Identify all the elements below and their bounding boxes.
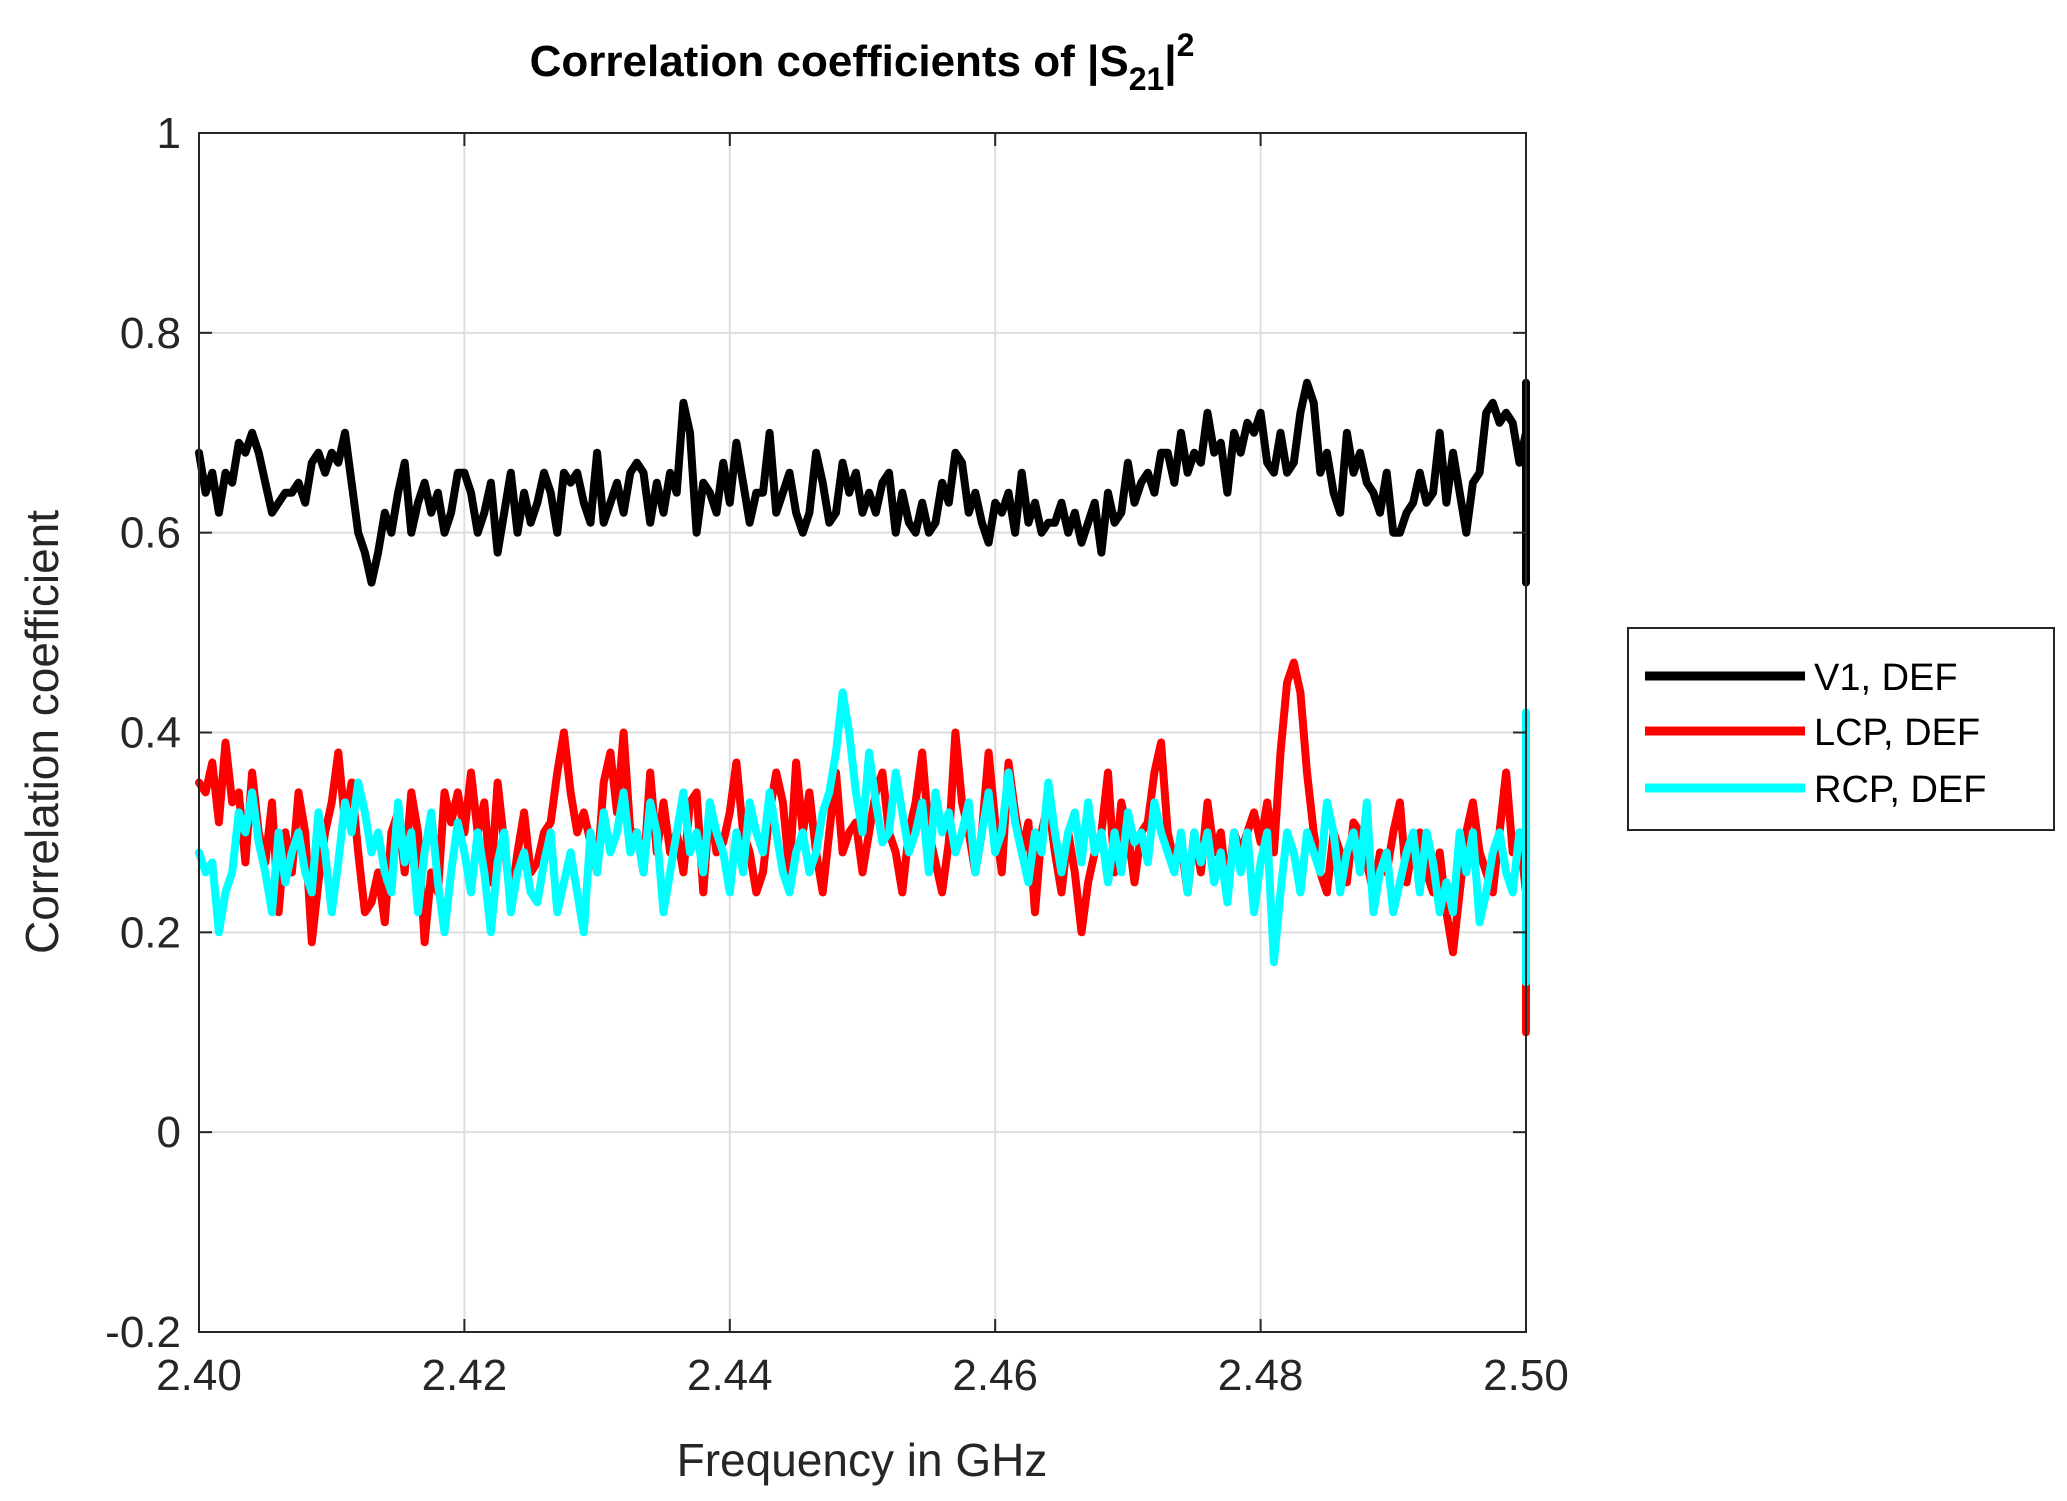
x-tick-label: 2.42 xyxy=(422,1351,508,1400)
ticks xyxy=(198,132,1527,1333)
x-axis-label: Frequency in GHz xyxy=(677,1434,1048,1486)
x-tick-label: 2.40 xyxy=(156,1351,242,1400)
legend-label-lcp: LCP, DEF xyxy=(1814,712,1980,754)
legend-label-v1: V1, DEF xyxy=(1814,657,1958,699)
y-tick-label: 0 xyxy=(157,1108,181,1157)
chart-title: Correlation coefficients of |S21|2 xyxy=(530,27,1195,97)
y-tick-label: 1 xyxy=(157,109,181,158)
y-tick-label: -0.2 xyxy=(105,1308,181,1357)
y-axis-label: Correlation coefficient xyxy=(16,510,68,954)
chart-title-end: | xyxy=(1164,37,1176,87)
legend-label-rcp: RCP, DEF xyxy=(1814,769,1986,811)
y-tick-label: 0.8 xyxy=(120,309,181,358)
chart-title-main: Correlation coefficients of |S xyxy=(530,37,1129,87)
tick-labels: 2.40 2.42 2.44 2.46 2.48 2.50 -0.2 0 0.2 0.4 0.6 0.… xyxy=(105,109,1569,1400)
chart-title-subscript: 21 xyxy=(1129,61,1165,97)
x-tick-label: 2.44 xyxy=(687,1351,773,1400)
legend: V1, DEF LCP, DEF RCP, DEF xyxy=(1627,627,2055,831)
y-tick-label: 0.2 xyxy=(120,908,181,957)
chart-title-superscript: 2 xyxy=(1177,27,1195,63)
y-tick-label: 0.6 xyxy=(120,509,181,558)
x-tick-label: 2.50 xyxy=(1483,1351,1569,1400)
y-tick-label: 0.4 xyxy=(120,709,181,758)
x-tick-label: 2.48 xyxy=(1218,1351,1304,1400)
x-tick-label: 2.46 xyxy=(952,1351,1038,1400)
